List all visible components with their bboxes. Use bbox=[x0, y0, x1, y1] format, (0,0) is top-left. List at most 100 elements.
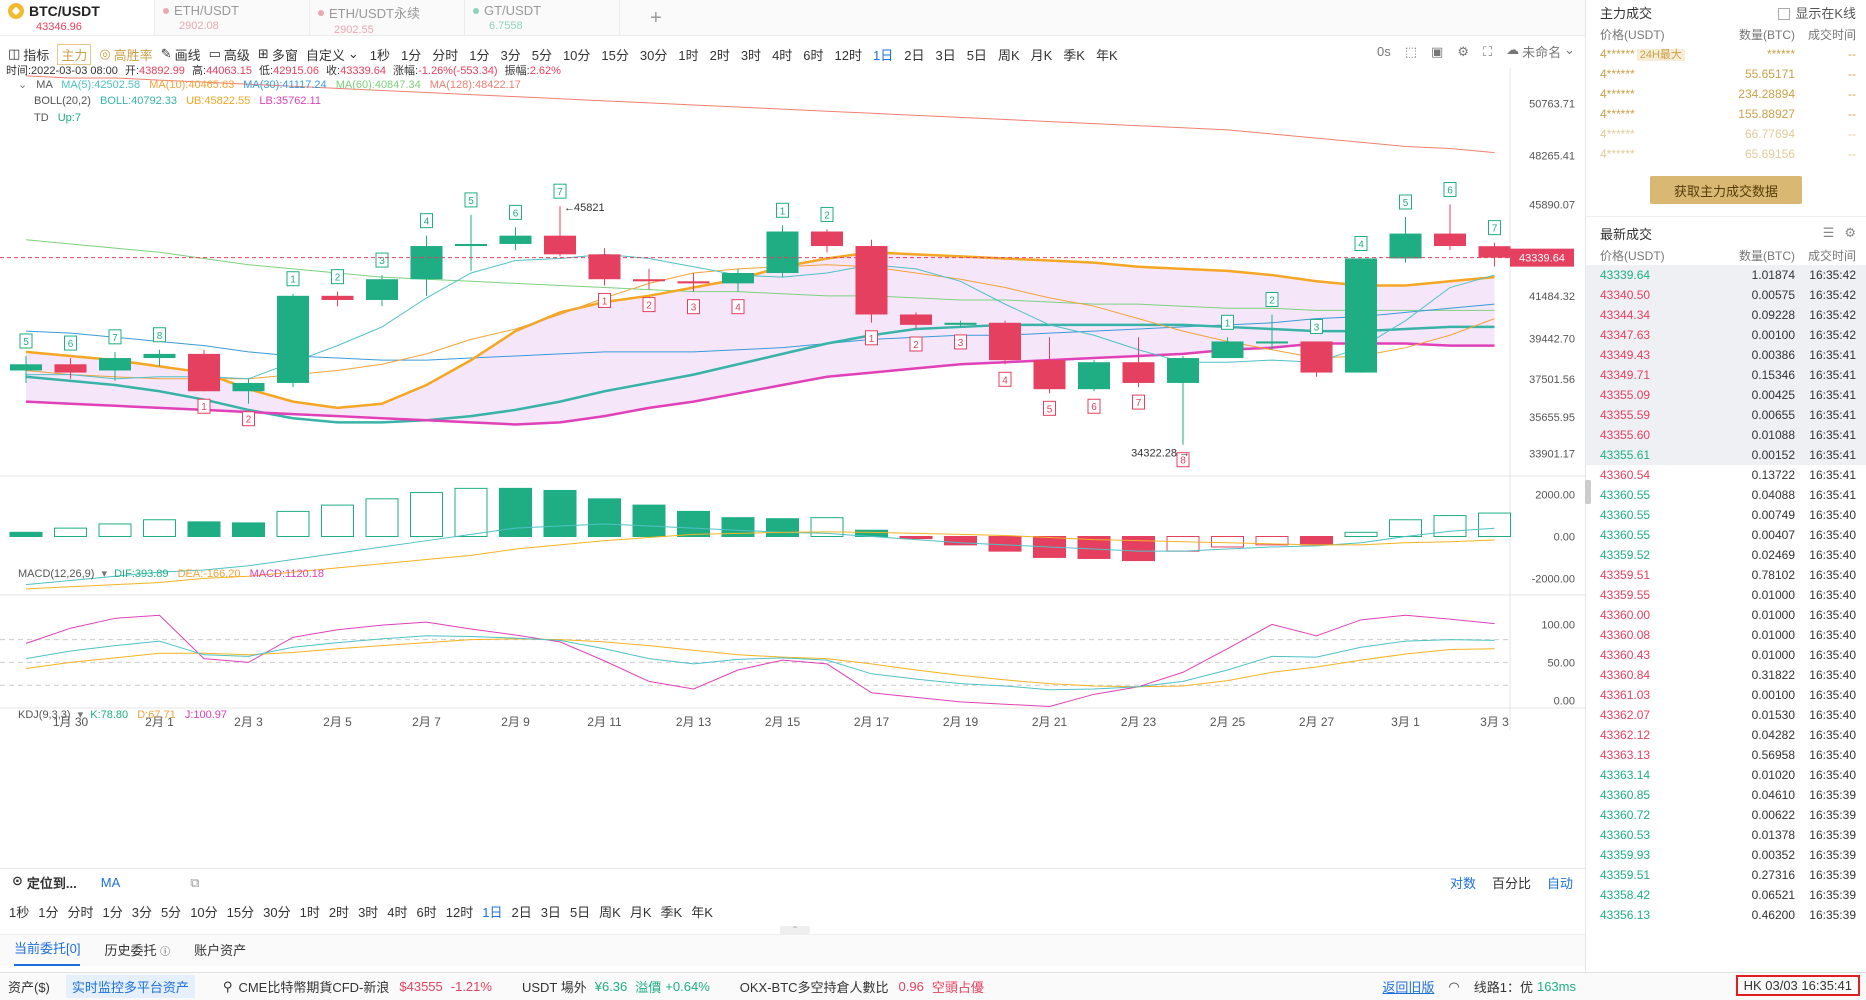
period-option[interactable]: 12时 bbox=[445, 904, 474, 920]
market-tab[interactable]: GT/USDT 6.7558 bbox=[465, 0, 620, 35]
trade-qty: 0.06521 bbox=[1751, 888, 1795, 902]
period-option[interactable]: 周K bbox=[997, 47, 1020, 63]
td-legend[interactable]: TD Up:7 bbox=[34, 112, 81, 124]
period-option[interactable]: 1分 bbox=[38, 904, 59, 920]
period-option[interactable]: 1日 bbox=[482, 904, 503, 920]
tab-history-orders[interactable]: 历史委托 ⓘ bbox=[104, 943, 171, 958]
period-option[interactable]: 6时 bbox=[416, 904, 437, 920]
kdj-legend[interactable]: KDJ(9,3,3) ▾ K:78.80 D:67.71 J:100.97 bbox=[18, 709, 228, 721]
resize-handle[interactable]: ⌃ bbox=[780, 926, 810, 934]
advanced-button[interactable]: ▭ 高级 bbox=[208, 46, 250, 63]
td-marker-label: 2 bbox=[335, 273, 341, 284]
period-option[interactable]: 5分 bbox=[160, 904, 182, 920]
period-option[interactable]: 月K bbox=[629, 904, 652, 920]
main-force-button[interactable]: 主力 bbox=[57, 43, 92, 65]
period-option[interactable]: 1秒 bbox=[369, 47, 390, 63]
multi-window-button[interactable]: ⊞ 多窗 bbox=[257, 46, 298, 63]
line-selector[interactable]: 线路1：优 bbox=[1473, 980, 1533, 995]
draw-line-button[interactable]: ✎ 画线 bbox=[160, 46, 201, 63]
period-option[interactable]: 2时 bbox=[328, 904, 350, 920]
period-option[interactable]: 2日 bbox=[511, 904, 532, 920]
period-option[interactable]: 季K bbox=[1063, 47, 1085, 63]
period-option[interactable]: 年K bbox=[691, 904, 713, 920]
period-option[interactable]: 月K bbox=[1030, 47, 1053, 63]
account-dropdown[interactable]: ☁ 未命名 ⌄ bbox=[1506, 42, 1575, 60]
period-option[interactable]: 1日 bbox=[873, 47, 894, 63]
period-option[interactable]: 5日 bbox=[569, 904, 591, 920]
show-in-k-checkbox[interactable]: 显示在K线 bbox=[1778, 3, 1856, 22]
period-option[interactable]: 年K bbox=[1095, 47, 1118, 63]
market-tab[interactable]: ETH/USDT永续 2902.55 bbox=[310, 0, 465, 36]
market-tab[interactable]: ETH/USDT 2902.08 bbox=[155, 0, 310, 35]
period-option[interactable]: 6时 bbox=[803, 47, 824, 63]
locate-button[interactable]: ⊙ 定位到... bbox=[12, 873, 77, 891]
tab-current-orders[interactable]: 当前委托[0] bbox=[14, 938, 81, 966]
pin-icon[interactable]: ⚲ bbox=[222, 978, 233, 994]
period-option[interactable]: 季K bbox=[660, 904, 683, 920]
period-option[interactable]: 5日 bbox=[966, 47, 987, 63]
add-tab-button[interactable]: + bbox=[650, 7, 662, 29]
period-option[interactable]: 1时 bbox=[299, 904, 320, 920]
period-option[interactable]: 12时 bbox=[834, 47, 862, 63]
kline-chart[interactable]: 5 6 7 8 1 2 1 2 3 4 5 6 7 1 2 3 4 1 2 1 2 3 4 5 6 7 8 1 2 3 4 5 6 7 45821 ←… bbox=[0, 65, 1585, 868]
period-option[interactable]: 4时 bbox=[772, 47, 793, 63]
period-option[interactable]: 10分 bbox=[562, 47, 591, 63]
period-option[interactable]: 周K bbox=[599, 904, 621, 920]
period-option[interactable]: 1分 bbox=[469, 47, 490, 63]
period-option[interactable]: 3时 bbox=[740, 47, 762, 63]
back-old-link[interactable]: 返回旧版 bbox=[1382, 980, 1435, 995]
period-option[interactable]: 3日 bbox=[935, 47, 956, 63]
period-option[interactable]: 2日 bbox=[904, 47, 925, 63]
edit-icon[interactable]: ⧉ bbox=[190, 874, 200, 890]
monitor-link[interactable]: 实时监控多平台资产 bbox=[65, 975, 195, 998]
period-option[interactable]: 1秒 bbox=[9, 904, 30, 920]
period-option[interactable]: 1时 bbox=[678, 47, 699, 63]
collapse-icon[interactable]: ⌄ bbox=[18, 79, 28, 91]
macd-legend[interactable]: MACD(12,26,9) ▾ DIF:393.89 DEA:-166.20 M… bbox=[18, 568, 324, 580]
ma-legend[interactable]: ⌄ MA MA(5):42502.58 MA(10):40465.63 MA(3… bbox=[18, 79, 521, 91]
get-main-data-button[interactable]: 获取主力成交数据 bbox=[1650, 176, 1802, 204]
x-axis-label: 3月 1 bbox=[1391, 715, 1420, 729]
chevron-down-icon[interactable]: ▾ bbox=[101, 568, 108, 580]
winrate-button[interactable]: ◎ 高胜率 bbox=[99, 46, 153, 63]
fullscreen-icon[interactable]: ⛶ bbox=[1482, 43, 1493, 59]
period-option[interactable]: 1分 bbox=[102, 904, 123, 920]
period-option[interactable]: 分时 bbox=[432, 47, 459, 63]
candle-body bbox=[455, 243, 487, 247]
indicator-button[interactable]: ◫ 指标 bbox=[8, 46, 50, 63]
macd-bar bbox=[1478, 512, 1511, 537]
scale-auto[interactable]: 自动 bbox=[1546, 876, 1573, 891]
period-option[interactable]: 3日 bbox=[540, 904, 561, 920]
scale-log[interactable]: 对数 bbox=[1449, 876, 1476, 891]
period-option[interactable]: 30分 bbox=[263, 904, 291, 920]
period-option[interactable]: 3分 bbox=[500, 47, 521, 63]
custom-dropdown[interactable]: 自定义 ⌄ bbox=[305, 46, 359, 63]
screenshot-icon[interactable]: ⬚ bbox=[1404, 43, 1418, 59]
clock: HK 03/03 16:35:41 bbox=[1735, 975, 1860, 996]
period-option[interactable]: 3时 bbox=[358, 904, 379, 920]
period-option[interactable]: 5分 bbox=[531, 47, 552, 63]
period-option[interactable]: 1分 bbox=[401, 47, 422, 63]
scale-percent[interactable]: 百分比 bbox=[1491, 876, 1531, 891]
macd-bar bbox=[677, 510, 710, 537]
tab-account-assets[interactable]: 账户资产 bbox=[194, 943, 247, 958]
settings-icon[interactable]: ⚙ bbox=[1844, 225, 1856, 240]
period-option[interactable]: 2时 bbox=[709, 47, 730, 63]
period-option[interactable]: 4时 bbox=[387, 904, 408, 920]
td-marker bbox=[464, 192, 478, 208]
ma-toggle[interactable]: MA bbox=[100, 875, 121, 890]
period-option[interactable]: 15分 bbox=[601, 47, 629, 63]
period-option[interactable]: 15分 bbox=[226, 904, 255, 920]
chevron-down-icon[interactable]: ▾ bbox=[77, 709, 84, 721]
period-option[interactable]: 10分 bbox=[190, 904, 218, 920]
camera-icon[interactable]: ▣ bbox=[1431, 43, 1444, 59]
period-option[interactable]: 30分 bbox=[639, 47, 668, 63]
settings-icon[interactable]: ⚙ bbox=[1457, 43, 1469, 59]
boll-legend[interactable]: BOLL(20,2) BOLL:40792.33 UB:45822.55 LB:… bbox=[34, 95, 321, 107]
list-icon[interactable]: ☰ bbox=[1822, 225, 1835, 240]
period-option[interactable]: 3分 bbox=[131, 904, 152, 920]
period-option[interactable]: 分时 bbox=[67, 904, 94, 920]
panel-collapse-handle[interactable] bbox=[1585, 480, 1591, 504]
market-tab[interactable]: BTC/USDT 43346.96 bbox=[0, 0, 155, 35]
chevron-down-icon: ⌄ bbox=[347, 46, 359, 61]
